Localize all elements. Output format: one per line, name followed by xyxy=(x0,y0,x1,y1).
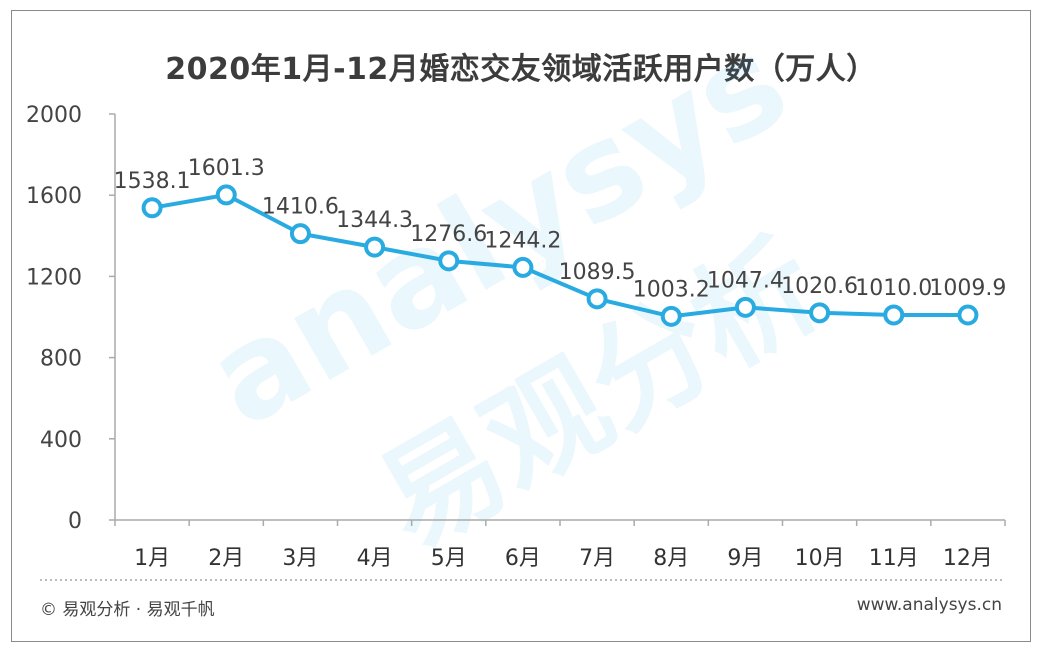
data-label: 1089.5 xyxy=(559,260,636,285)
y-tick-label: 800 xyxy=(40,347,82,372)
y-tick-label: 400 xyxy=(40,428,82,453)
data-label: 1276.6 xyxy=(410,222,487,247)
x-tick-label: 4月 xyxy=(357,546,393,571)
x-tick-label: 6月 xyxy=(505,546,541,571)
data-label: 1020.6 xyxy=(781,274,858,299)
chart-title: 2020年1月-12月婚恋交友领域活跃用户数（万人） xyxy=(165,52,877,87)
x-tick-label: 10月 xyxy=(795,546,845,571)
x-tick-label: 8月 xyxy=(653,546,689,571)
data-label: 1010.0 xyxy=(855,276,932,301)
x-tick-label: 9月 xyxy=(727,546,763,571)
data-point xyxy=(957,304,979,326)
data-point xyxy=(809,302,831,324)
y-tick-label: 0 xyxy=(68,509,82,534)
data-label: 1538.1 xyxy=(114,169,191,194)
data-point xyxy=(883,304,905,326)
y-ticks: 0 400 800 1200 1600 2000 xyxy=(26,103,115,534)
data-point xyxy=(141,197,163,219)
footer-url[interactable]: www.analysys.cn xyxy=(856,595,1002,615)
data-point xyxy=(660,305,682,327)
data-point xyxy=(734,296,756,318)
data-point xyxy=(364,236,386,258)
y-tick-label: 1600 xyxy=(26,184,82,209)
y-tick-label: 2000 xyxy=(26,103,82,128)
series-line xyxy=(151,192,968,319)
x-tick-label: 7月 xyxy=(579,546,615,571)
y-tick-label: 1200 xyxy=(26,265,82,290)
data-point xyxy=(512,256,534,278)
data-label: 1244.2 xyxy=(484,228,561,253)
data-label: 1003.2 xyxy=(633,277,710,302)
x-tick-label: 1月 xyxy=(134,546,170,571)
data-label: 1344.3 xyxy=(336,208,413,233)
data-point xyxy=(215,184,237,206)
data-label: 1009.9 xyxy=(929,276,1006,301)
data-point xyxy=(586,288,608,310)
data-label: 1601.3 xyxy=(188,156,265,181)
data-points xyxy=(141,184,979,327)
footer-source: © 易观分析 · 易观千帆 xyxy=(40,600,215,620)
data-point xyxy=(289,223,311,245)
data-label: 1410.6 xyxy=(262,195,339,220)
x-tick-label: 5月 xyxy=(431,546,467,571)
x-tick-label: 12月 xyxy=(943,546,993,571)
x-tick-label: 11月 xyxy=(869,546,919,571)
x-tick-label: 3月 xyxy=(282,546,318,571)
data-label: 1047.4 xyxy=(707,268,784,293)
data-point xyxy=(438,250,460,272)
x-tick-label: 2月 xyxy=(208,546,244,571)
x-ticks: 1月 2月 3月 4月 5月 6月 7月 8月 9月 10月 11月 12月 xyxy=(114,520,1006,571)
chart-card xyxy=(11,10,1031,642)
